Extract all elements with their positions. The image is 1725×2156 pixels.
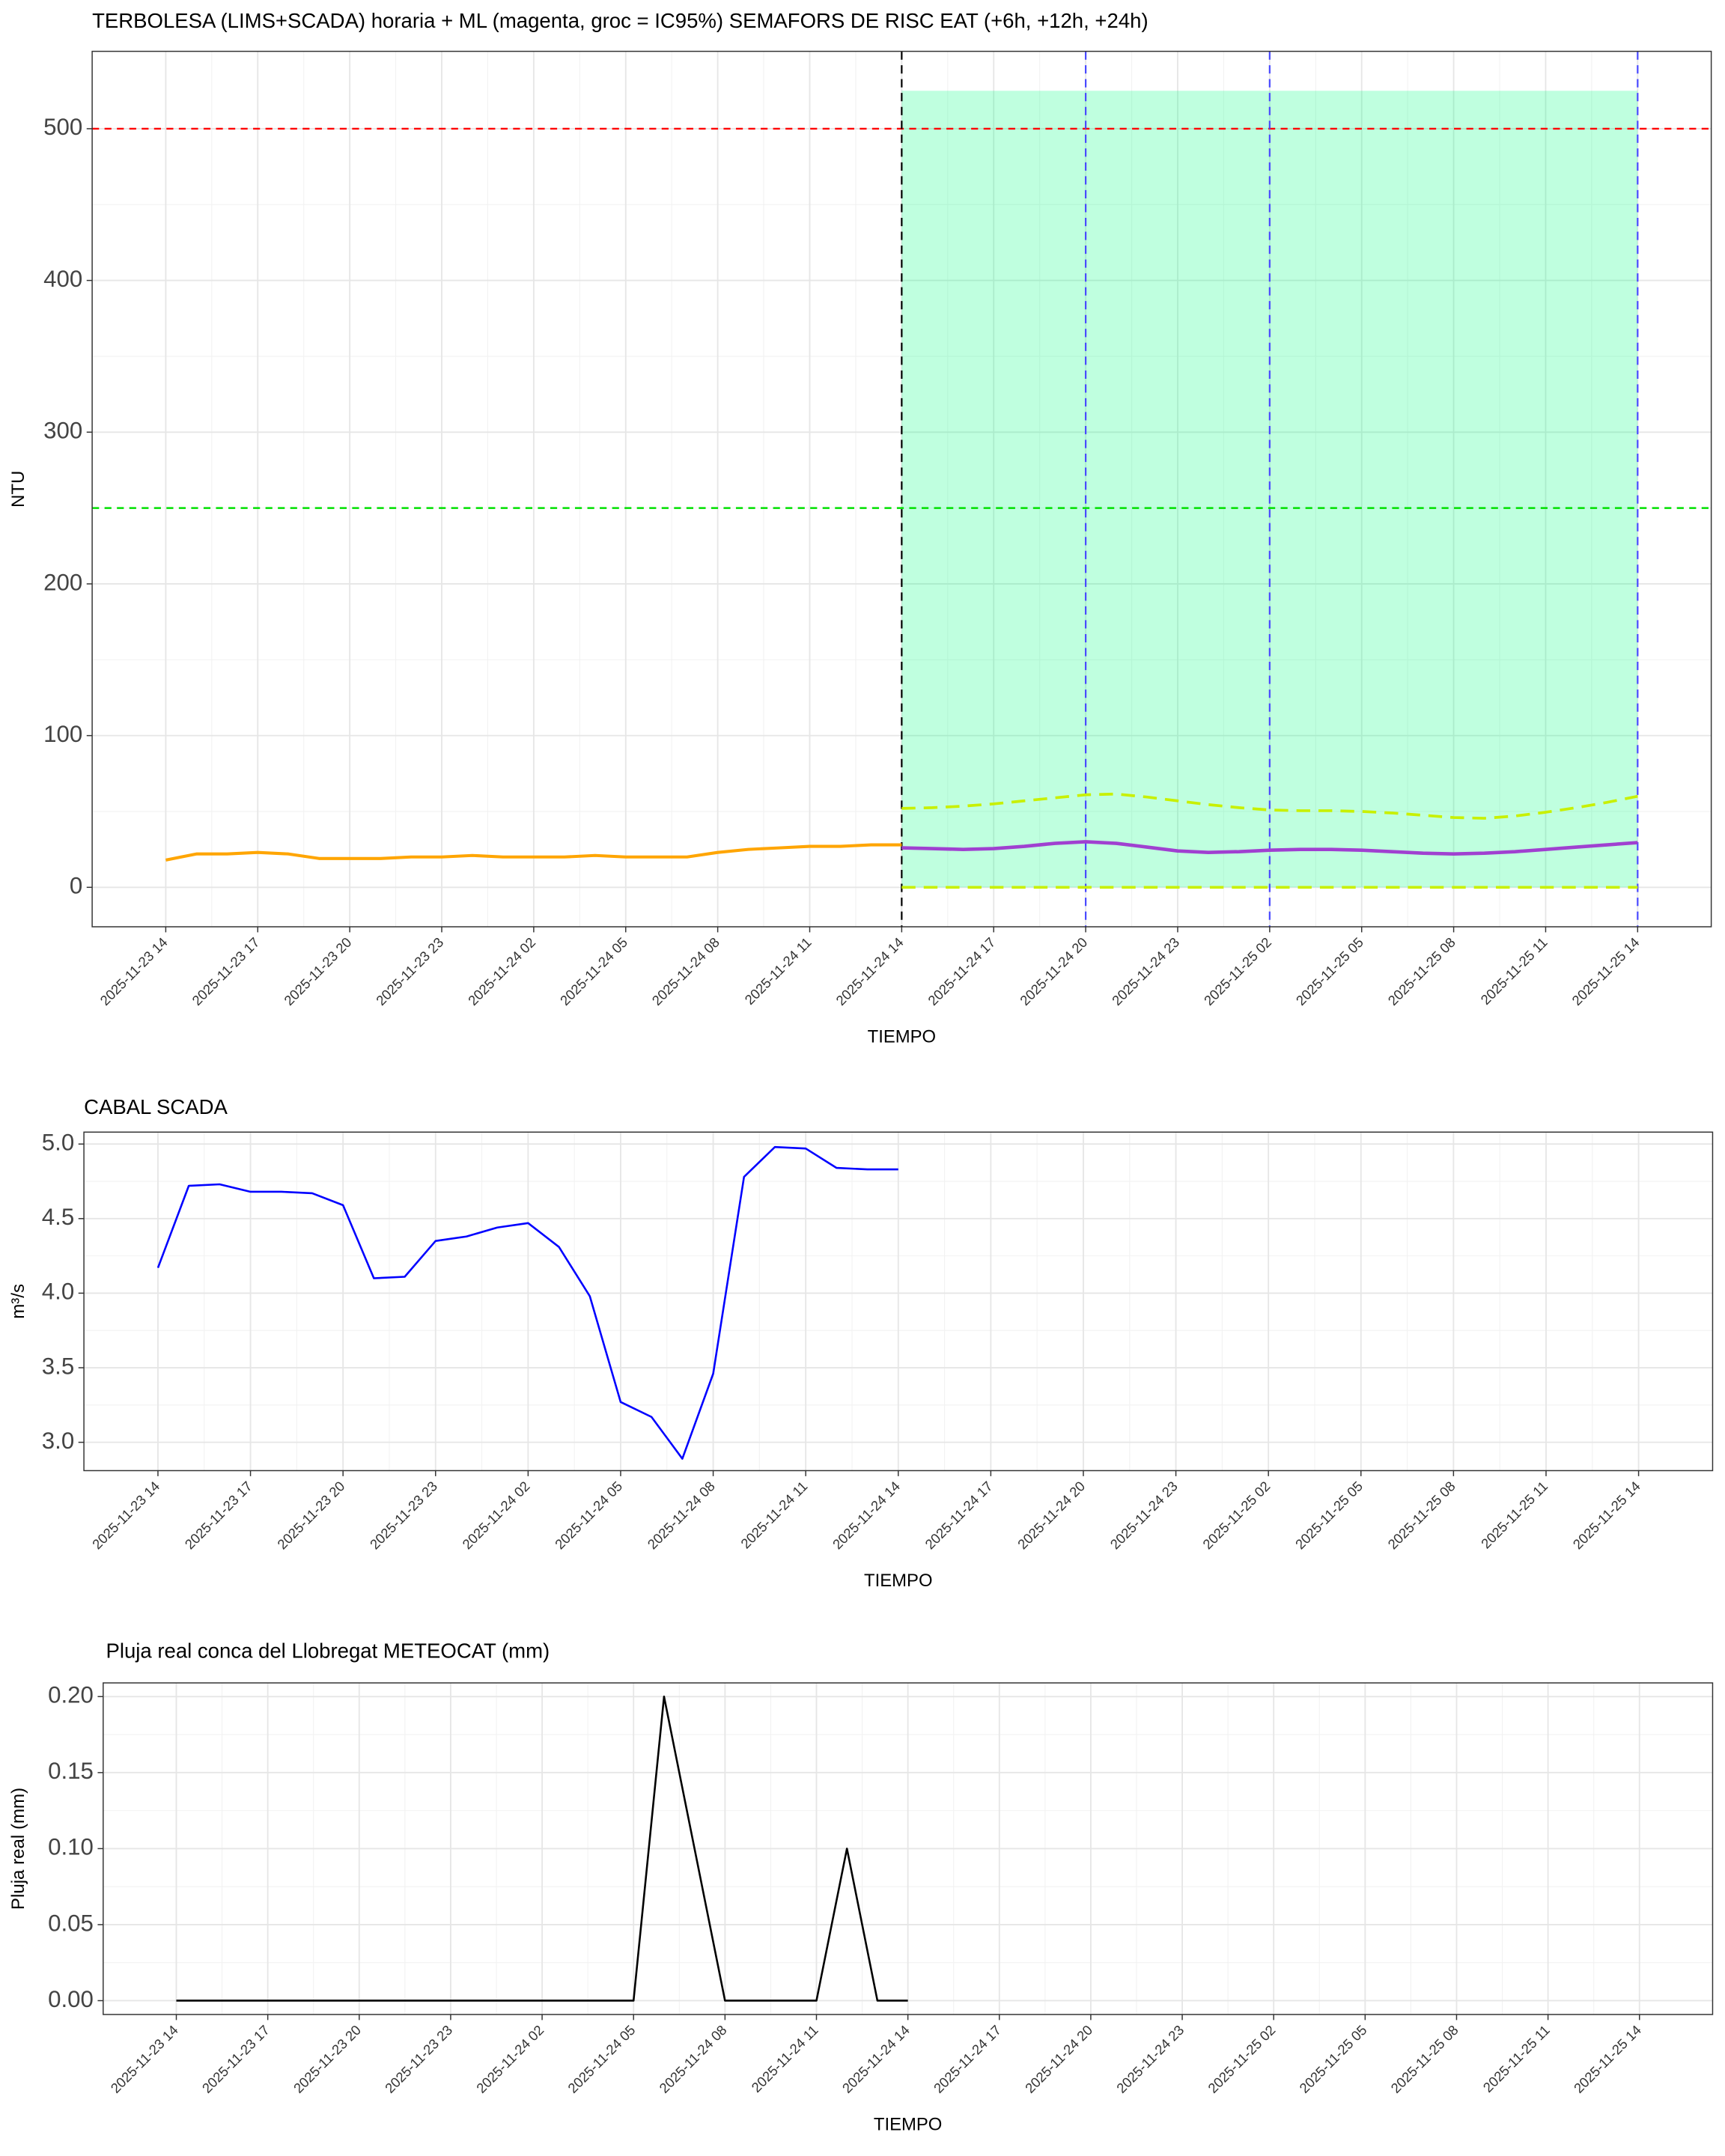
x-tick-label: 2025-11-25 14: [1569, 934, 1642, 1008]
x-tick-label: 2025-11-24 23: [1109, 934, 1182, 1008]
x-tick-label: 2025-11-24 02: [465, 934, 538, 1008]
series-line: [901, 840, 1638, 856]
y-tick-label: 200: [43, 569, 82, 595]
x-tick-label: 2025-11-25 08: [1387, 2022, 1461, 2096]
x-tick-label: 2025-11-25 14: [1570, 1478, 1643, 1552]
x-tick-label: 2025-11-24 11: [741, 934, 814, 1008]
y-tick-label: 0.20: [48, 1682, 94, 1708]
x-tick-label: 2025-11-24 05: [565, 2022, 638, 2096]
y-tick-label: 0.15: [48, 1758, 94, 1784]
x-tick-label: 2025-11-24 17: [925, 934, 998, 1008]
x-axis-title: TIEMPO: [864, 1571, 932, 1591]
series-line: [176, 1696, 908, 2002]
x-tick-label: 2025-11-24 23: [1113, 2022, 1187, 2096]
x-axis-title: TIEMPO: [874, 2114, 942, 2134]
x-tick-label: 2025-11-23 17: [182, 1478, 255, 1552]
x-tick-label: 2025-11-24 17: [922, 1478, 995, 1552]
x-tick-label: 2025-11-25 14: [1571, 2022, 1644, 2096]
x-tick-label: 2025-11-25 05: [1293, 934, 1366, 1008]
x-tick-label: 2025-11-24 14: [839, 2022, 913, 2096]
x-tick-label: 2025-11-24 20: [1022, 2022, 1095, 2096]
x-tick-label: 2025-11-24 14: [833, 934, 906, 1008]
y-tick-label: 4.0: [42, 1279, 74, 1305]
x-tick-label: 2025-11-23 20: [281, 934, 354, 1008]
y-tick-label: 400: [43, 266, 82, 292]
y-tick-label: 100: [43, 721, 82, 747]
x-tick-label: 2025-11-23 23: [373, 934, 446, 1008]
x-tick-label: 2025-11-23 20: [274, 1478, 347, 1552]
x-tick-label: 2025-11-25 08: [1385, 934, 1458, 1008]
x-tick-label: 2025-11-25 11: [1478, 1478, 1551, 1551]
panel-border: [83, 1131, 1714, 1472]
y-tick-label: 5.0: [42, 1129, 74, 1155]
chart-title: CABAL SCADA: [84, 1095, 228, 1118]
y-tick-label: 3.0: [42, 1428, 74, 1454]
y-axis-title: m³/s: [8, 1284, 28, 1319]
x-tick-label: 2025-11-25 08: [1384, 1478, 1458, 1552]
x-tick-label: 2025-11-24 23: [1107, 1478, 1181, 1552]
y-tick-label: 0.05: [48, 1910, 94, 1936]
series-line: [156, 1145, 898, 1460]
x-tick-label: 2025-11-24 11: [737, 1478, 810, 1551]
x-tick-label: 2025-11-23 14: [107, 2022, 180, 2096]
x-tick-label: 2025-11-23 14: [97, 934, 170, 1008]
x-tick-label: 2025-11-25 11: [1480, 2022, 1553, 2095]
series-line: [165, 843, 902, 862]
y-axis-title: NTU: [8, 471, 28, 508]
x-tick-label: 2025-11-24 14: [830, 1478, 903, 1552]
x-tick-label: 2025-11-25 02: [1205, 2022, 1278, 2096]
chart-title: Pluja real conca del Llobregat METEOCAT …: [106, 1639, 550, 1662]
series-line: [901, 792, 1638, 820]
x-tick-label: 2025-11-24 08: [645, 1478, 718, 1552]
panel-border: [103, 1682, 1714, 2015]
x-tick-label: 2025-11-23 17: [189, 934, 262, 1008]
x-tick-label: 2025-11-23 23: [367, 1478, 440, 1552]
y-tick-label: 0: [70, 872, 82, 898]
x-tick-label: 2025-11-24 02: [473, 2022, 547, 2096]
x-tick-label: 2025-11-23 17: [199, 2022, 273, 2096]
x-tick-label: 2025-11-25 11: [1477, 934, 1550, 1008]
y-tick-label: 500: [43, 114, 82, 140]
x-tick-label: 2025-11-24 17: [931, 2022, 1004, 2096]
y-axis-title: Pluja real (mm): [8, 1788, 28, 1910]
x-tick-label: 2025-11-24 05: [552, 1478, 625, 1552]
panel-border: [91, 50, 1712, 928]
x-tick-label: 2025-11-24 02: [459, 1478, 532, 1552]
chart-title: TERBOLESA (LIMS+SCADA) horaria + ML (mag…: [92, 9, 1149, 32]
x-tick-label: 2025-11-23 20: [290, 2022, 364, 2096]
x-tick-label: 2025-11-23 14: [89, 1478, 162, 1552]
x-tick-label: 2025-11-25 02: [1199, 1478, 1273, 1552]
x-tick-label: 2025-11-24 11: [748, 2022, 821, 2095]
x-tick-label: 2025-11-24 08: [649, 934, 722, 1008]
x-tick-label: 2025-11-25 02: [1201, 934, 1274, 1008]
x-tick-label: 2025-11-24 08: [656, 2022, 729, 2096]
x-tick-label: 2025-11-23 23: [382, 2022, 455, 2096]
y-tick-label: 3.5: [42, 1353, 74, 1379]
x-axis-title: TIEMPO: [868, 1027, 936, 1047]
y-tick-label: 4.5: [42, 1204, 74, 1230]
x-tick-label: 2025-11-24 20: [1014, 1478, 1088, 1552]
x-tick-label: 2025-11-25 05: [1292, 1478, 1366, 1552]
x-tick-label: 2025-11-24 05: [557, 934, 630, 1008]
y-tick-label: 0.10: [48, 1834, 94, 1860]
x-tick-label: 2025-11-24 20: [1017, 934, 1090, 1008]
y-tick-label: 300: [43, 417, 82, 443]
y-tick-label: 0.00: [48, 1986, 94, 2012]
x-tick-label: 2025-11-25 05: [1296, 2022, 1369, 2096]
